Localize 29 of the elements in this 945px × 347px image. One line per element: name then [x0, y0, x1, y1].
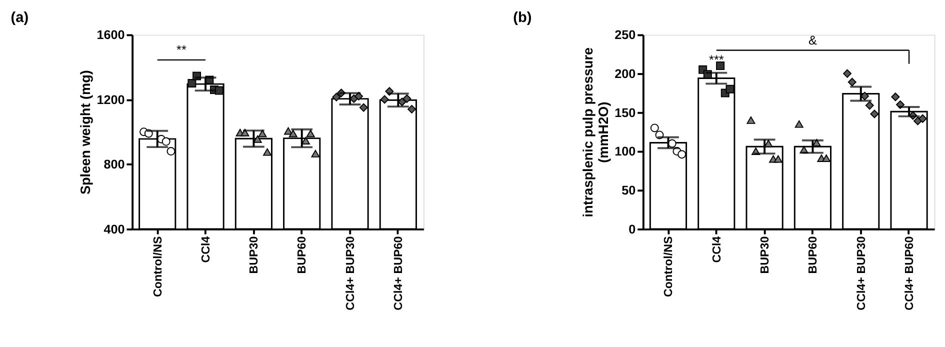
y-tick-label: 800 — [104, 158, 125, 172]
x-tick-label: Control/NS — [662, 236, 676, 298]
x-tick-label: BUP30 — [248, 236, 261, 274]
y-tick-label: 1200 — [96, 92, 125, 107]
x-tick-label: BUP30 — [758, 236, 772, 274]
x-tick-label: BUP60 — [806, 236, 820, 274]
y-tick-label: 150 — [614, 106, 636, 120]
text: (b) — [513, 10, 532, 26]
y-tick-label: 250 — [614, 28, 636, 42]
x-tick-label: BUP60 — [296, 236, 309, 274]
y-axis-title: Spleen weight (mg) — [78, 70, 93, 195]
y-tick-label: 100 — [614, 144, 636, 159]
x-tick-label: CCl4+ BUP30 — [344, 236, 357, 310]
x-tick-label: CCl4 — [199, 236, 212, 263]
x-tick-label: Control/NS — [151, 236, 164, 298]
x-tick-label: CCl4+ BUP30 — [854, 236, 868, 310]
x-tick-label: CCl4+ BUP60 — [392, 236, 406, 310]
x-tick-label: CCl4+ BUP60 — [902, 236, 916, 310]
y-tick-label: 50 — [622, 183, 636, 198]
annotation: *** — [709, 52, 724, 67]
x-tick-label: CCl4 — [710, 236, 724, 263]
y-tick-label: 200 — [614, 66, 636, 81]
chart-title: (a) — [10, 10, 29, 26]
y-axis-title: intrasplenic pulp pressure (mmH2O) — [580, 46, 611, 218]
y-tick-label: 1600 — [96, 28, 125, 42]
annotation: ** — [176, 43, 186, 58]
y-tick-label: 400 — [104, 222, 125, 236]
annotation: & — [808, 33, 818, 48]
y-tick-label: 0 — [628, 222, 636, 236]
